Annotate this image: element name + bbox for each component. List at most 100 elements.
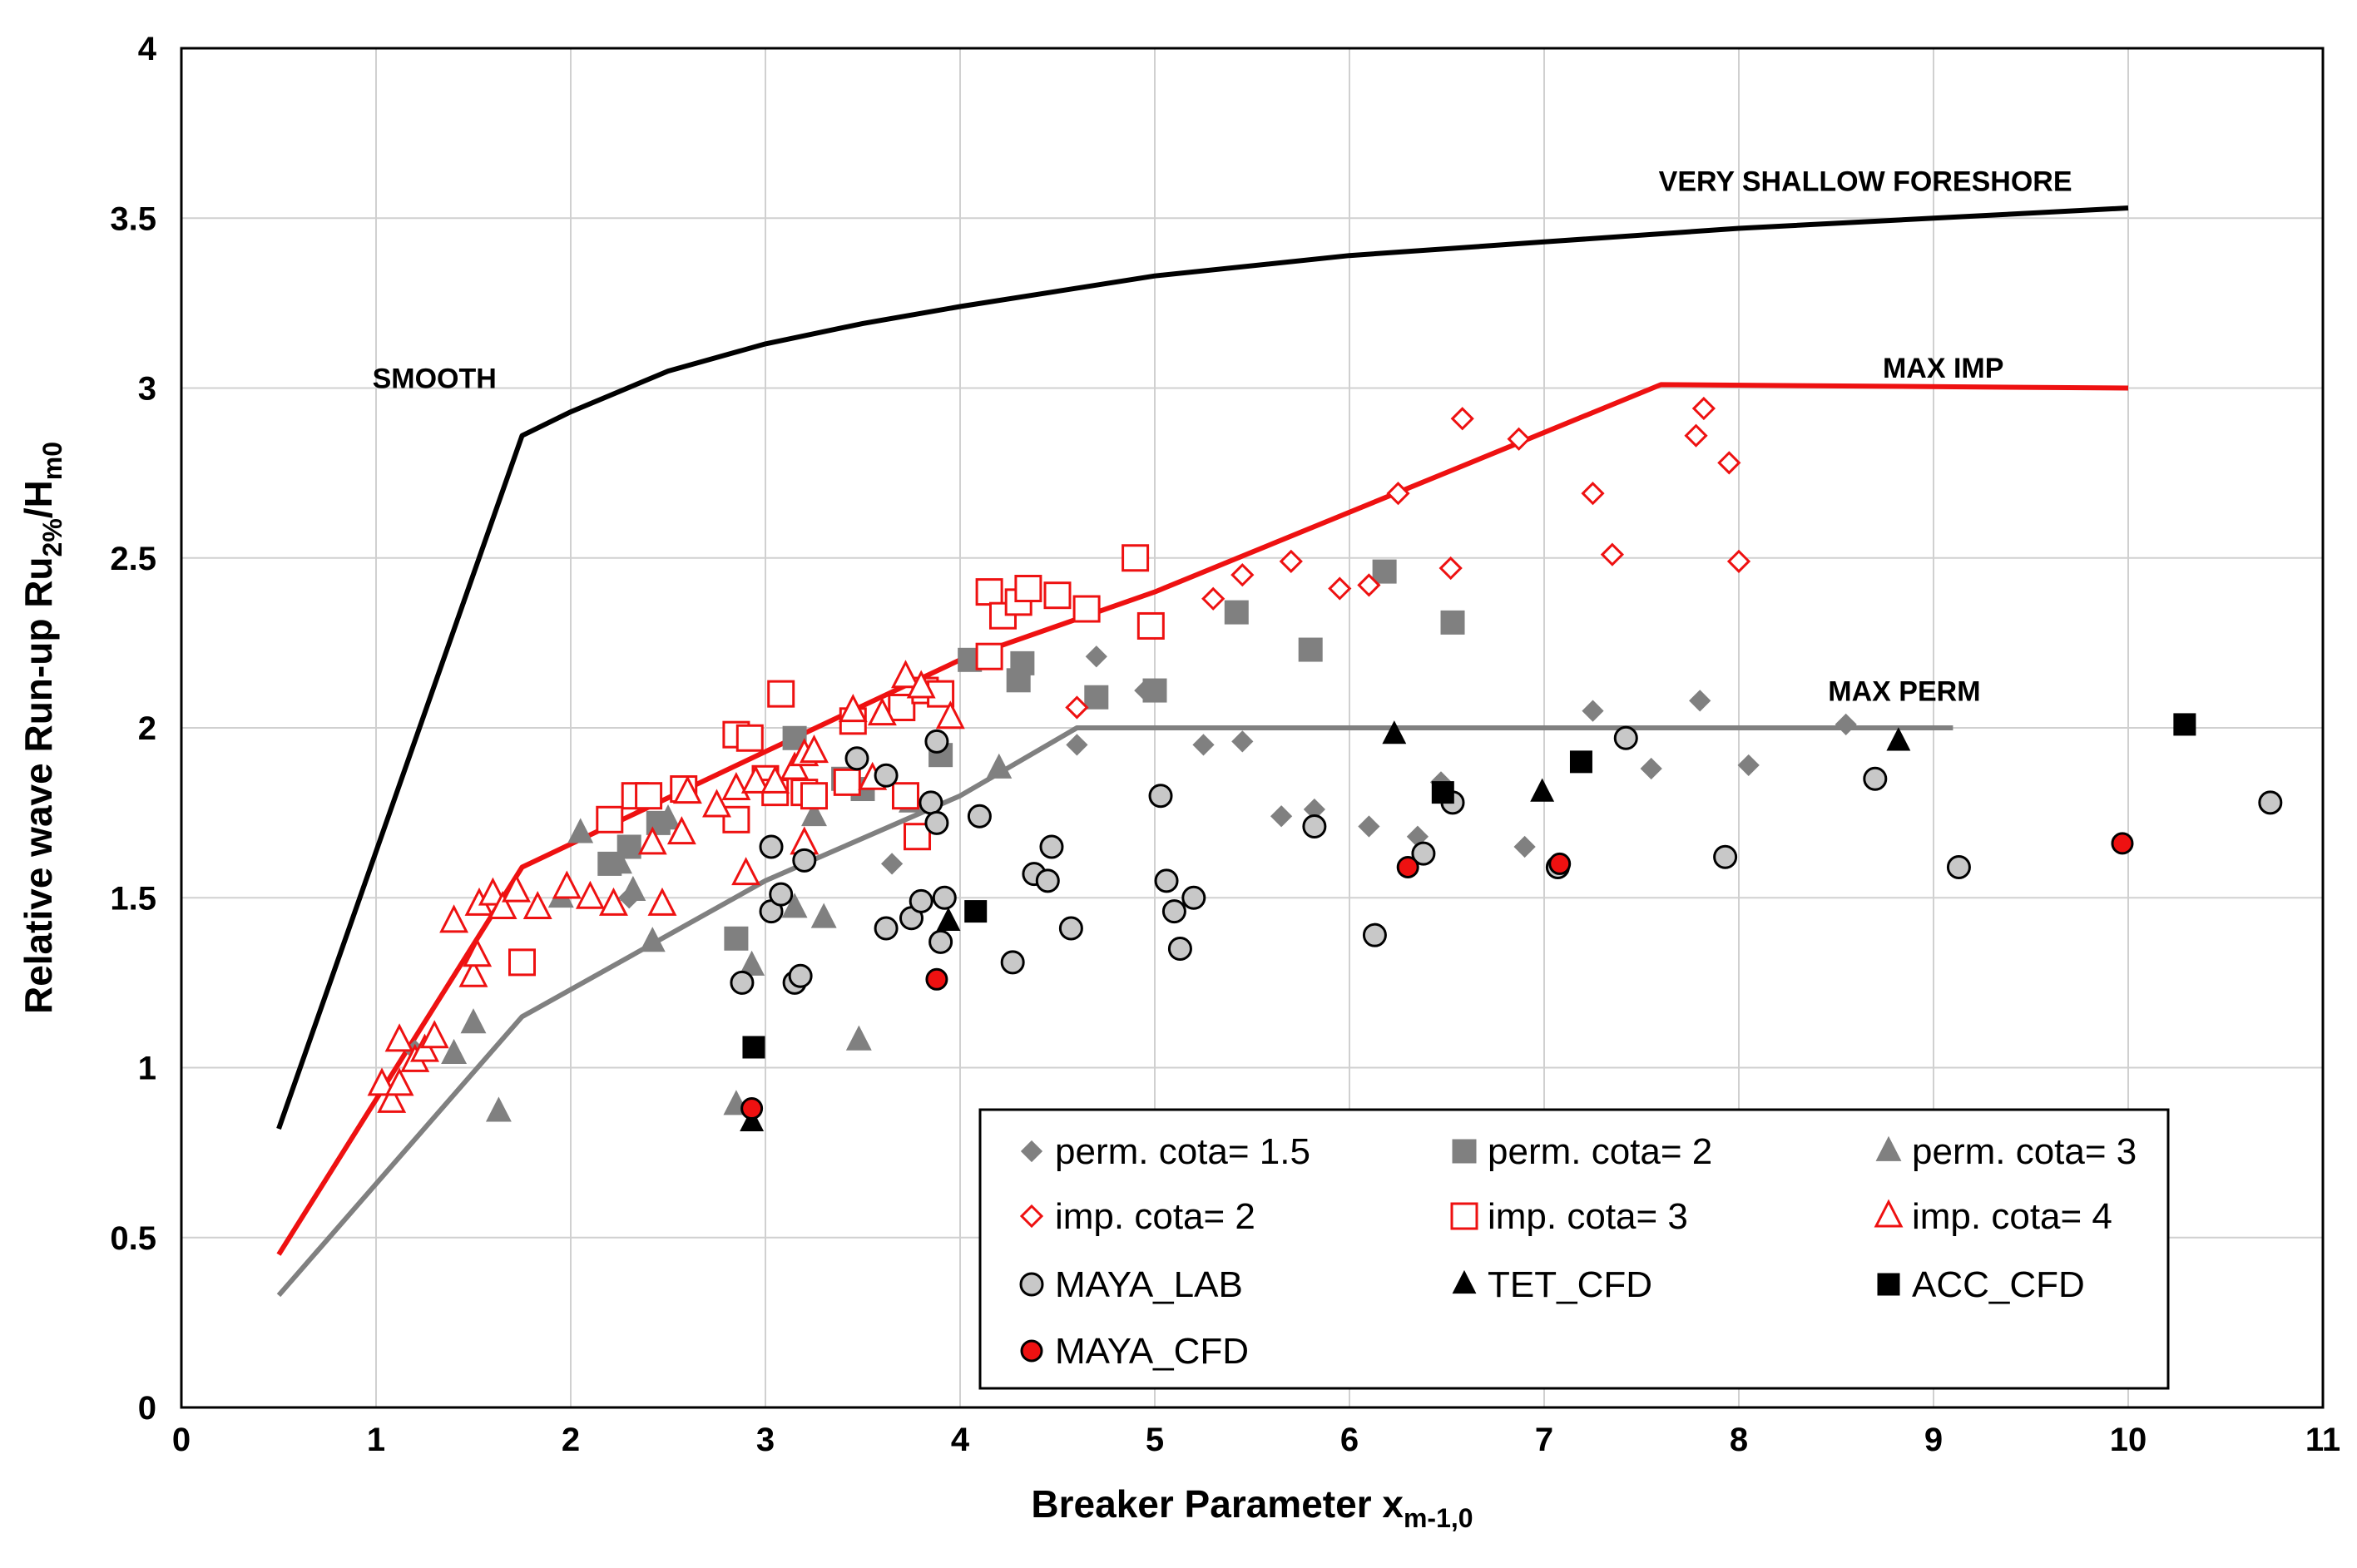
maya-lab-point [1000, 950, 1025, 975]
imp-cota-2-point [1357, 573, 1381, 597]
perm-cota-3-point [567, 818, 594, 843]
imp-cota-4-point [672, 775, 702, 804]
maya-lab-point [1302, 814, 1327, 838]
legend-label: MAYA_CFD [1055, 1331, 1249, 1372]
perm-cota-1-5-point [1192, 734, 1215, 756]
legend-entry-perm-cota-1-5: perm. cota= 1.5 [1020, 1131, 1310, 1172]
imp-cota-3-point [891, 782, 919, 810]
x-tick-label: 11 [2305, 1422, 2340, 1458]
legend-entry-imp-cota-4: imp. cota= 4 [1874, 1196, 2112, 1237]
imp-cota-2-point [1230, 563, 1255, 587]
imp-cota-4-point [906, 670, 936, 699]
imp-cota-3-point [833, 768, 861, 796]
legend-label: ACC_CFD [1912, 1264, 2085, 1305]
x-tick-label: 10 [2110, 1422, 2147, 1458]
x-tick-label: 2 [562, 1422, 580, 1458]
imp-cota-4-point [740, 764, 770, 794]
imp-cota-4-point [552, 870, 582, 899]
maya-lab-point [928, 929, 953, 954]
maya-lab-point [1161, 899, 1186, 924]
perm-cota-1-5-point [1231, 730, 1254, 753]
perm-cota-2-point [1084, 685, 1109, 710]
imp-cota-4-point [419, 1020, 449, 1049]
maya-lab-point [1713, 844, 1738, 869]
max-perm-curve [276, 725, 1953, 1298]
maya-cfd-point [1396, 855, 1419, 878]
maya-lab-point [932, 885, 957, 910]
imp-cota-4-point [647, 887, 677, 916]
imp-cota-2-point [1065, 695, 1089, 720]
legend-entry-maya-cfd: MAYA_CFD [1020, 1331, 1249, 1372]
imp-cota-2-point [1279, 549, 1303, 573]
perm-cota-1-5-point [1640, 757, 1662, 780]
legend-label: perm. cota= 1.5 [1055, 1131, 1310, 1172]
legend-marker [1020, 1140, 1043, 1163]
legend-marker [1450, 1202, 1478, 1230]
imp-cota-2-point [1438, 556, 1463, 581]
perm-cota-1-5-point [1513, 835, 1536, 858]
perm-cota-3-series [441, 753, 1013, 1122]
legend-entry-imp-cota-3: imp. cota= 3 [1450, 1196, 1688, 1237]
maya-lab-point [874, 916, 899, 941]
legend-label: perm. cota= 2 [1488, 1131, 1712, 1172]
maya-lab-point [1362, 922, 1387, 947]
tet-cfd-series [740, 720, 1911, 1131]
legend-marker [1452, 1269, 1477, 1294]
y-tick-label: 0.5 [110, 1220, 156, 1257]
x-tick-label: 6 [1340, 1422, 1359, 1458]
maya-cfd-point [740, 1097, 764, 1120]
legend-label: imp. cota= 3 [1488, 1196, 1688, 1237]
max-imp-label: MAX IMP [1883, 353, 2003, 384]
imp-cota-2-point [1581, 482, 1605, 506]
imp-cota-4-point [410, 1033, 439, 1062]
y-tick-label: 4 [138, 31, 157, 67]
imp-cota-2-point [1507, 427, 1531, 451]
tet-cfd-point [1530, 778, 1555, 802]
maya-lab-point [1167, 937, 1192, 962]
legend-label: imp. cota= 2 [1055, 1196, 1255, 1237]
maya-cfd-point [2111, 832, 2134, 855]
imp-cota-4-point [384, 1067, 414, 1096]
legend-marker [1452, 1139, 1477, 1164]
x-tick-label: 9 [1924, 1422, 1943, 1458]
imp-cota-3-point [1014, 575, 1042, 603]
legend-entry-imp-cota-2: imp. cota= 2 [1019, 1196, 1255, 1237]
imp-cota-2-series [1065, 396, 1751, 720]
imp-cota-4-point [780, 751, 810, 780]
imp-cota-4-point [463, 938, 493, 967]
tick-labels: 0 1 2 3 4 5 6 7 8 9 10 11 0 0.5 1 1.5 2 2.5 3 3.5 4 [110, 31, 2340, 1458]
tet-cfd-point [740, 1107, 765, 1131]
maya-lab-point [1058, 916, 1083, 941]
perm-cota-3-point [460, 1008, 487, 1034]
imp-cota-4-point [599, 887, 628, 916]
maya-cfd-point [925, 967, 948, 991]
perm-cota-2-point [1440, 610, 1465, 635]
legend-marker [1019, 1204, 1044, 1229]
imp-cota-2-point [1684, 423, 1708, 448]
acc-cfd-point [1431, 781, 1454, 804]
y-axis-title: Relative wave Run-up Ru2%/Hm0 [17, 442, 67, 1014]
imp-cota-3-point [975, 642, 1003, 670]
imp-cota-3-point [508, 948, 536, 977]
maya-lab-point [924, 729, 949, 754]
maya-lab-point [1039, 834, 1064, 859]
perm-cota-1-5-point [1582, 700, 1604, 722]
legend-label: TET_CFD [1488, 1264, 1652, 1305]
perm-cota-3-point [655, 804, 681, 830]
imp-cota-3-point [800, 782, 828, 810]
tet-cfd-point [1382, 720, 1407, 744]
imp-cota-2-point [1600, 542, 1625, 566]
perm-cota-1-5-point [1085, 646, 1107, 668]
imp-cota-3-point [1072, 595, 1101, 623]
imp-cota-4-point [488, 890, 517, 920]
perm-cota-3-point [845, 1025, 872, 1051]
perm-cota-2-point [1372, 559, 1397, 584]
imp-cota-4-point [522, 890, 552, 920]
x-tick-label: 0 [172, 1422, 191, 1458]
maya-lab-point [1411, 841, 1436, 866]
imp-cota-3-point [888, 693, 916, 721]
maya-lab-point [2258, 790, 2283, 815]
acc-cfd-point [742, 1036, 765, 1059]
maya-lab-point [909, 888, 933, 913]
